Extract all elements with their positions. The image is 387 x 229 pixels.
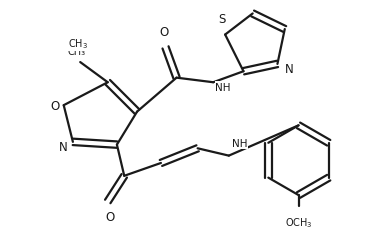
Text: NH: NH <box>231 139 247 149</box>
Text: CH₃: CH₃ <box>67 47 86 57</box>
Text: CH$_3$: CH$_3$ <box>68 37 88 51</box>
Text: OCH$_3$: OCH$_3$ <box>285 215 312 229</box>
Text: S: S <box>219 13 226 26</box>
Text: NH: NH <box>215 82 231 93</box>
Text: N: N <box>59 140 68 153</box>
Text: O: O <box>50 99 59 112</box>
Text: O: O <box>159 26 168 39</box>
Text: N: N <box>285 63 293 76</box>
Text: O: O <box>105 210 114 223</box>
